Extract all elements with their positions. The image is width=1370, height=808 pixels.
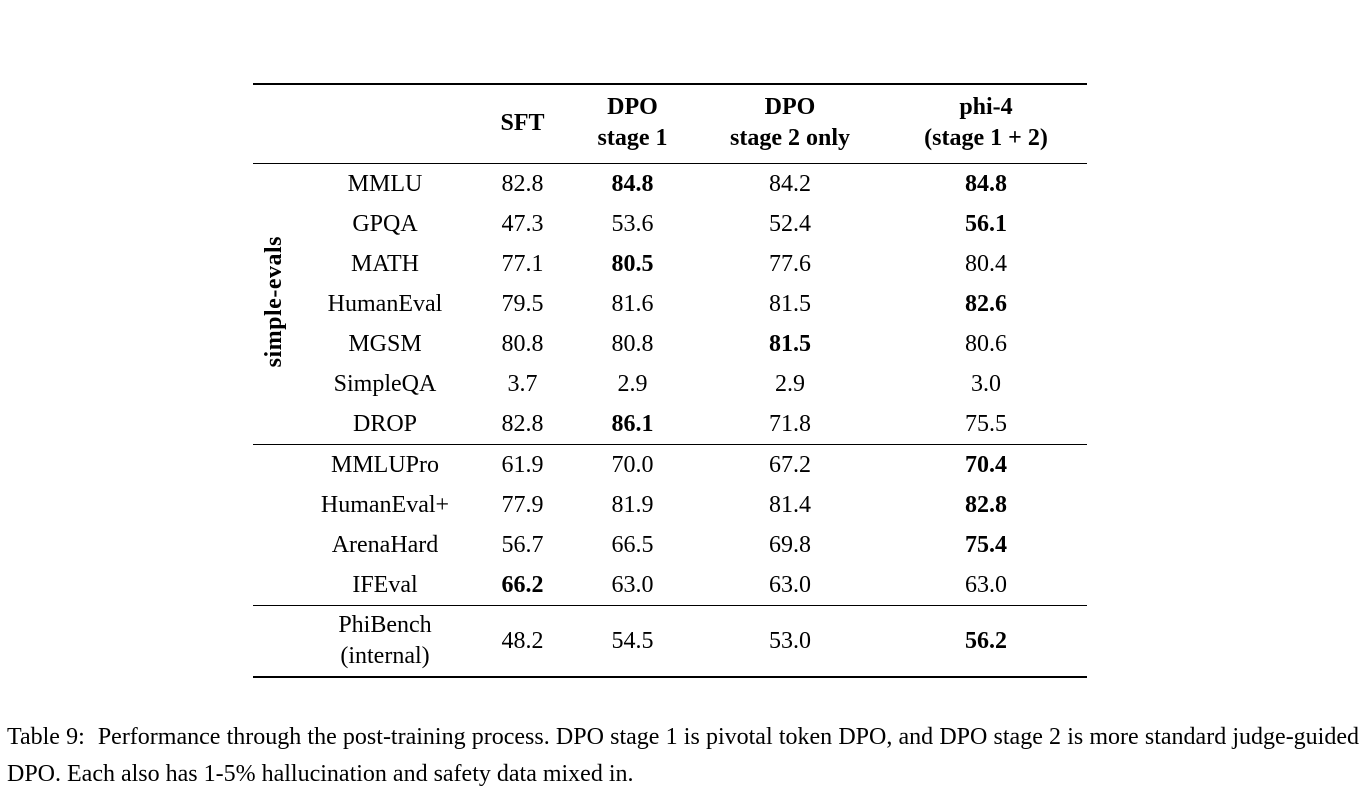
score-value: 53.0 — [769, 628, 811, 654]
score-value: 77.1 — [501, 251, 544, 277]
benchmark-label: GPQA — [352, 210, 418, 237]
score-value: 82.8 — [965, 492, 1007, 518]
score-value: 67.2 — [769, 452, 811, 478]
column-header-line: DPO — [764, 94, 816, 120]
table-section-phibench: PhiBench (internal) 48.2 54.5 53.0 56.2 — [253, 606, 1087, 678]
column-header-phi4-stage-1-plus-2: phi-4 (stage 1 + 2) — [885, 84, 1087, 164]
caption-label: Table 9: — [7, 724, 85, 750]
benchmark-label: MATH — [350, 250, 419, 277]
score-value: 81.6 — [611, 291, 654, 317]
row-group-label: simple-evals — [260, 235, 287, 368]
score-value: 81.4 — [769, 492, 811, 518]
column-header-line: phi-4 — [959, 94, 1013, 120]
score-value: 82.8 — [501, 171, 544, 197]
column-header-dpo-stage-2-only: DPO stage 2 only — [695, 84, 885, 164]
score-value: 66.5 — [611, 532, 654, 558]
score-value: 63.0 — [965, 572, 1007, 598]
score-value: 84.8 — [965, 171, 1007, 197]
score-value: 80.6 — [965, 331, 1007, 357]
score-value: 2.9 — [617, 371, 648, 397]
row-group-spacer-cell — [253, 445, 295, 606]
score-value: 53.6 — [611, 211, 654, 237]
table-section-other-benchmarks: MMLUPro 61.9 70.0 67.2 70.4 HumanEval+ 77.9 81.… — [253, 445, 1087, 606]
score-value: 70.4 — [965, 452, 1007, 478]
benchmark-label: IFEval — [352, 571, 418, 598]
table-row: GPQA 47.3 53.6 52.4 56.1 — [253, 204, 1087, 244]
score-value: 3.7 — [507, 371, 538, 397]
score-value: 84.8 — [611, 171, 654, 197]
benchmark-label: ArenaHard — [331, 531, 439, 558]
score-value: 56.7 — [501, 532, 544, 558]
score-value: 80.4 — [965, 251, 1007, 277]
benchmark-label: DROP — [352, 410, 418, 437]
column-header-dpo-stage-1: DPO stage 1 — [570, 84, 695, 164]
score-value: 71.8 — [769, 411, 811, 437]
score-value: 2.9 — [775, 371, 805, 397]
score-value: 82.6 — [965, 291, 1007, 317]
column-header-sft: SFT — [475, 84, 570, 164]
score-value: 86.1 — [611, 411, 654, 437]
score-value: 77.9 — [501, 492, 544, 518]
column-header-line: stage 1 — [597, 125, 668, 151]
benchmark-label: HumanEval+ — [320, 491, 450, 518]
score-value: 66.2 — [501, 572, 544, 598]
score-value: 54.5 — [611, 628, 654, 654]
score-value: 84.2 — [769, 171, 811, 197]
table-row: simple-evals MMLU 82.8 84.8 84.2 84.8 — [253, 164, 1087, 368]
score-value: 80.8 — [611, 331, 654, 357]
score-value: 70.0 — [611, 452, 654, 478]
score-value: 75.4 — [965, 532, 1007, 558]
benchmark-label: SimpleQA — [333, 370, 437, 397]
column-header-line: SFT — [500, 109, 545, 136]
row-group-cell: simple-evals — [253, 164, 295, 445]
table-row: DROP 82.8 86.1 71.8 75.5 — [253, 404, 1087, 445]
column-header-line: (stage 1 + 2) — [924, 125, 1048, 151]
table-row: SimpleQA 3.7 2.9 2.9 3.0 — [253, 364, 1087, 404]
benchmark-label: PhiBench (internal) — [338, 612, 432, 669]
table-row: HumanEval+ 77.9 81.9 81.4 82.8 — [253, 485, 1087, 525]
score-value: 82.8 — [501, 411, 544, 437]
caption-text: Performance through the post-training pr… — [7, 724, 1360, 787]
header-empty-group-cell — [253, 84, 295, 164]
row-group-spacer-cell — [253, 606, 295, 678]
score-value: 75.5 — [965, 411, 1007, 437]
results-table: SFT DPO stage 1 DPO stage 2 only phi-4 (… — [253, 83, 1087, 678]
table-row: MGSM 80.8 80.8 81.5 80.6 — [253, 324, 1087, 364]
table-row: MATH 77.1 80.5 77.6 80.4 — [253, 244, 1087, 284]
score-value: 3.0 — [971, 371, 1001, 397]
benchmark-label: MGSM — [348, 330, 422, 357]
score-value: 47.3 — [501, 211, 544, 237]
score-value: 80.8 — [501, 331, 544, 357]
table-caption: Table 9: Performance through the post-tra… — [7, 719, 1359, 793]
score-value: 69.8 — [769, 532, 811, 558]
header-empty-label-cell — [295, 84, 475, 164]
table-header: SFT DPO stage 1 DPO stage 2 only phi-4 (… — [253, 84, 1087, 164]
benchmark-label: HumanEval — [327, 290, 443, 317]
table-row: ArenaHard 56.7 66.5 69.8 75.4 — [253, 525, 1087, 565]
score-value: 81.5 — [769, 291, 811, 317]
score-value: 48.2 — [501, 628, 544, 654]
table-row: MMLUPro 61.9 70.0 67.2 70.4 — [253, 445, 1087, 486]
score-value: 77.6 — [769, 251, 811, 277]
score-value: 80.5 — [611, 251, 654, 277]
column-header-line: DPO — [607, 94, 658, 120]
score-value: 56.1 — [965, 211, 1007, 237]
table-row: PhiBench (internal) 48.2 54.5 53.0 56.2 — [253, 606, 1087, 678]
column-header-line: stage 2 only — [730, 125, 850, 151]
score-value: 56.2 — [965, 628, 1007, 654]
benchmark-label: MMLUPro — [330, 451, 439, 478]
table-row: HumanEval 79.5 81.6 81.5 82.6 — [253, 284, 1087, 324]
table-row: IFEval 66.2 63.0 63.0 63.0 — [253, 565, 1087, 606]
table-section-simple-evals: simple-evals MMLU 82.8 84.8 84.2 84.8 GPQA 47.3… — [253, 164, 1087, 445]
score-value: 81.5 — [769, 331, 811, 357]
score-value: 61.9 — [501, 452, 544, 478]
header-row: SFT DPO stage 1 DPO stage 2 only phi-4 (… — [253, 84, 1087, 164]
score-value: 63.0 — [769, 572, 811, 598]
score-value: 79.5 — [501, 291, 544, 317]
score-value: 52.4 — [769, 211, 811, 237]
score-value: 63.0 — [611, 572, 654, 598]
score-value: 81.9 — [611, 492, 654, 518]
benchmark-label: MMLU — [347, 170, 423, 197]
